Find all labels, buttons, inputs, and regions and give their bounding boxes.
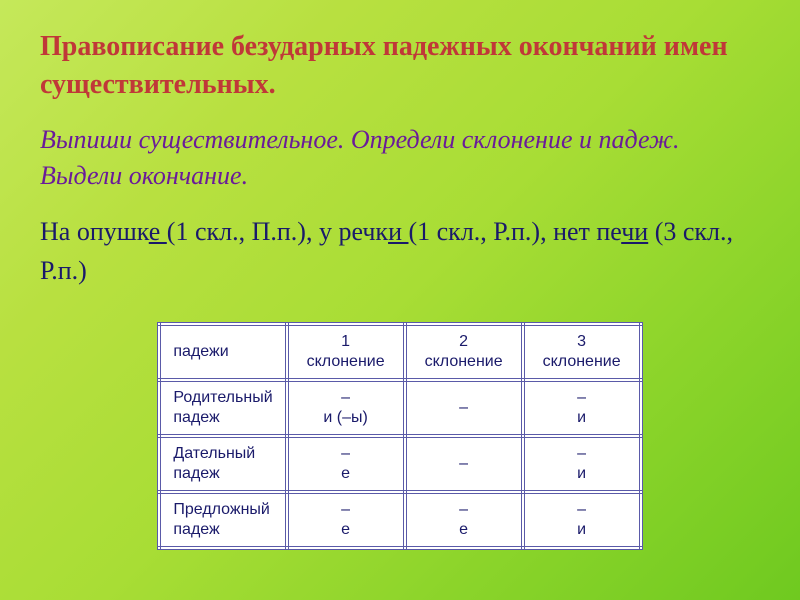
cell: – и — [523, 492, 641, 548]
instruction-text: Выпиши существительное. Определи склонен… — [40, 122, 760, 195]
example-underline-1: е — [149, 217, 167, 246]
cell: – и — [523, 380, 641, 436]
cell: – — [405, 436, 523, 492]
table-container: падежи 1 склонение 2 склонение 3 склонен… — [40, 322, 760, 550]
header-decl-1: 1 склонение — [287, 324, 405, 380]
table-row: Предложный падеж – е – е – и — [159, 492, 640, 548]
case-dative: Дательный падеж — [159, 436, 286, 492]
example-seg1: На опушк — [40, 217, 149, 246]
cell: – — [405, 380, 523, 436]
cell: – и — [523, 436, 641, 492]
header-decl-3: 3 склонение — [523, 324, 641, 380]
example-underline-3: чи — [621, 217, 648, 246]
example-text: На опушке (1 скл., П.п.), у речки (1 скл… — [40, 212, 760, 290]
case-genitive: Родительный падеж — [159, 380, 286, 436]
cell: – е — [287, 436, 405, 492]
cell: – е — [287, 492, 405, 548]
declension-table: падежи 1 склонение 2 склонение 3 склонен… — [157, 322, 642, 550]
header-decl-2: 2 склонение — [405, 324, 523, 380]
cell: – и (–ы) — [287, 380, 405, 436]
example-seg2: (1 скл., П.п.), у речк — [167, 217, 388, 246]
slide-title: Правописание безударных падежных окончан… — [40, 28, 760, 104]
cell: – е — [405, 492, 523, 548]
table-row: Дательный падеж – е – – и — [159, 436, 640, 492]
header-cases: падежи — [159, 324, 286, 380]
example-seg3: (1 скл., Р.п.), нет пе — [408, 217, 621, 246]
example-underline-2: и — [388, 217, 408, 246]
table-row: Родительный падеж – и (–ы) – – и — [159, 380, 640, 436]
case-prepositional: Предложный падеж — [159, 492, 286, 548]
table-header-row: падежи 1 склонение 2 склонение 3 склонен… — [159, 324, 640, 380]
